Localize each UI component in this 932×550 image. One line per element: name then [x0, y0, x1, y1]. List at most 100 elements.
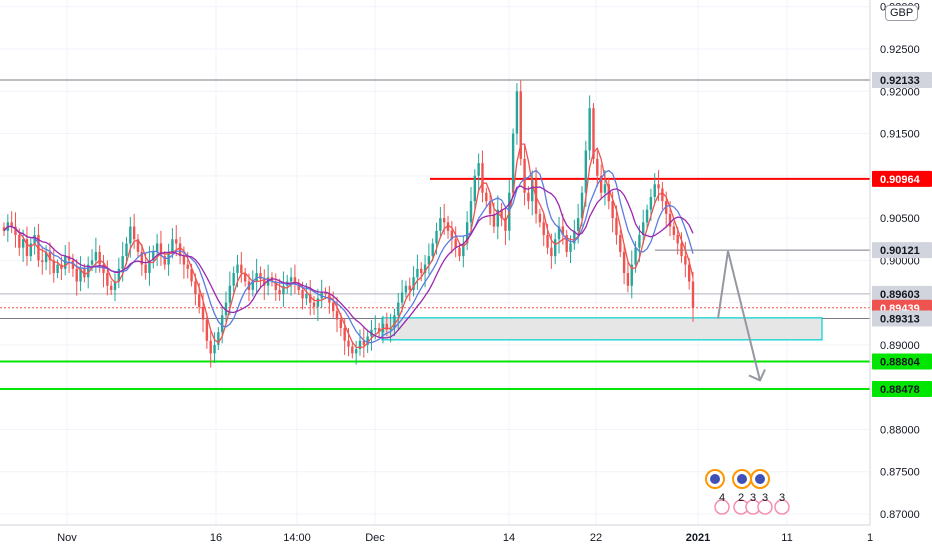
- candle-body: [228, 285, 232, 303]
- candle-body: [75, 268, 78, 282]
- candle-body: [251, 281, 255, 290]
- candle-body: [152, 251, 155, 261]
- candle-body: [619, 235, 622, 252]
- candle-body: [309, 294, 312, 303]
- candle-body: [331, 302, 335, 312]
- candle-body: [316, 298, 320, 307]
- candle-body: [435, 230, 438, 244]
- candle-body: [155, 243, 159, 252]
- candle-body: [546, 235, 549, 248]
- candle-body: [450, 230, 454, 240]
- candle-body: [416, 268, 419, 278]
- candle-body: [224, 302, 228, 316]
- candle-body: [439, 218, 442, 231]
- price-axis-bg: [870, 0, 932, 550]
- forecast-arrow: [717, 250, 761, 381]
- candle-body: [672, 226, 676, 235]
- candle-body: [71, 260, 75, 269]
- candle-body: [687, 264, 691, 282]
- demand-zone: [381, 317, 823, 341]
- candle-body: [159, 243, 163, 257]
- candle-body: [324, 292, 327, 295]
- currency-badge[interactable]: GBP: [885, 5, 919, 21]
- candle-body: [41, 260, 44, 263]
- candle-body: [393, 315, 396, 328]
- candle-body: [412, 277, 415, 290]
- candle-body: [496, 209, 499, 227]
- candle-body: [109, 285, 113, 290]
- candle-body: [477, 163, 480, 176]
- event-badge-count: 3: [762, 492, 768, 504]
- candle-body: [217, 332, 220, 345]
- candle-body: [259, 273, 262, 279]
- candle-body: [232, 273, 235, 286]
- price-tag-label: 0.88804: [880, 356, 921, 368]
- price-tag-resistance-top: [872, 72, 932, 89]
- price-tag-support-green-1: [872, 353, 932, 370]
- candle-body: [106, 273, 109, 286]
- candle-body: [680, 243, 683, 257]
- candle-body: [301, 289, 304, 299]
- candle-body: [366, 336, 369, 345]
- candle-body: [263, 278, 266, 286]
- candle-body: [236, 264, 239, 274]
- event-badge-ring: [757, 499, 773, 515]
- candle-body: [550, 247, 553, 257]
- candle-body: [527, 192, 530, 202]
- candle-body: [343, 328, 346, 341]
- price-tag-label: 0.90121: [880, 245, 920, 257]
- candle-body: [209, 340, 212, 354]
- y-tick-label: 0.87000: [880, 509, 920, 521]
- candle-body: [676, 235, 679, 244]
- candle-body: [377, 328, 381, 333]
- grid: [0, 0, 871, 525]
- candle-body: [175, 239, 178, 244]
- moving-averages: [3, 143, 694, 349]
- candle-body: [492, 213, 496, 227]
- price-tag-label: 0.90964: [880, 174, 921, 186]
- candle-body: [557, 226, 561, 240]
- candle-body: [83, 268, 86, 278]
- candle-body: [385, 323, 388, 330]
- candle-body: [420, 268, 423, 274]
- x-tick-label: 14: [503, 532, 515, 544]
- event-badge-count: 2: [738, 492, 744, 504]
- candle-body: [481, 163, 484, 193]
- horizontal-levels: [0, 79, 870, 391]
- candle-body: [14, 226, 17, 235]
- x-tick-label: 14:00: [283, 532, 311, 544]
- price-tag-label: 0.89603: [880, 289, 920, 301]
- candle-body: [565, 235, 568, 252]
- candle-body: [171, 239, 174, 252]
- candle-body: [615, 218, 618, 235]
- candle-body: [282, 285, 285, 295]
- event-badge-ring: [714, 499, 730, 515]
- candle-body: [511, 133, 515, 193]
- candle-body: [102, 264, 105, 274]
- x-tick-label: 22: [590, 532, 602, 544]
- candle-body: [397, 302, 400, 316]
- y-tick-label: 0.88000: [880, 424, 920, 436]
- price-axis[interactable]: 0.870000.875000.880000.885000.890000.895…: [869, 0, 932, 550]
- candle-body: [205, 319, 209, 341]
- candle-body: [588, 108, 591, 151]
- y-tick-label: 0.87500: [880, 467, 920, 479]
- candle-body: [538, 213, 542, 223]
- candle-body: [400, 292, 404, 303]
- demand-zone-layer: [381, 317, 823, 341]
- y-tick-label: 0.92000: [880, 86, 920, 98]
- time-axis[interactable]: Nov 16 14:00 Dec 14 22 2021 11 1: [0, 524, 873, 544]
- candle-body: [10, 222, 13, 227]
- candle-body: [599, 175, 603, 193]
- candle-body: [266, 277, 270, 286]
- candle-body: [630, 264, 633, 286]
- candle-body: [523, 158, 526, 193]
- candle-body: [240, 264, 243, 274]
- candle-body: [125, 243, 128, 257]
- candle-body: [144, 264, 147, 274]
- candle-body: [129, 226, 132, 244]
- candle-body: [442, 218, 446, 223]
- candle-body: [573, 230, 576, 244]
